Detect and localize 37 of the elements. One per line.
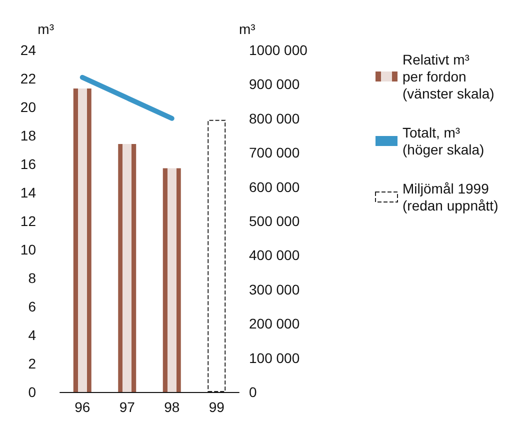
y-tick-label: 24 — [20, 42, 36, 58]
y-tick-label: 16 — [20, 156, 36, 172]
x-tick-label: 99 — [208, 399, 225, 415]
y2-tick-label: 900 000 — [249, 76, 300, 92]
y-tick-label: 2 — [28, 356, 36, 372]
legend-label: Miljömål 1999 (redan uppnått) — [402, 180, 498, 214]
y-tick-label: 18 — [20, 128, 36, 144]
y-axis-title: m³ — [38, 21, 54, 37]
y2-axis-title: m³ — [239, 21, 256, 37]
y-tick-label: 22 — [20, 70, 36, 86]
y2-tick-label: 500 000 — [249, 213, 300, 229]
y2-tick-label: 300 000 — [249, 281, 300, 298]
y-tick-label: 12 — [20, 213, 36, 229]
x-tick-label: 98 — [164, 399, 180, 415]
y2-tick-label: 0 — [249, 384, 257, 400]
y2-tick-label: 100 000 — [249, 350, 300, 366]
legend-label: Relativt m³ per fordon (vänster skala) — [402, 52, 494, 102]
y2-tick-label: 800 000 — [249, 110, 300, 126]
y2-tick-label: 400 000 — [249, 247, 300, 264]
y2-tick-label: 1000 000 — [249, 42, 308, 58]
bar — [118, 144, 136, 392]
bar — [162, 168, 181, 392]
y-tick-label: 14 — [20, 184, 36, 200]
y-tick-label: 4 — [28, 327, 36, 343]
y2-tick-label: 600 000 — [249, 178, 300, 195]
y-tick-label: 0 — [28, 384, 36, 400]
x-tick-label: 97 — [119, 399, 136, 415]
y-tick-label: 10 — [20, 242, 36, 258]
y-tick-label: 6 — [28, 298, 36, 314]
y2-tick-label: 700 000 — [249, 144, 300, 161]
y-tick-label: 20 — [20, 99, 36, 115]
x-tick-label: 96 — [74, 399, 90, 415]
bar — [73, 88, 92, 392]
y2-tick-label: 200 000 — [249, 316, 300, 332]
legend-label: Totalt, m³ (höger skala) — [402, 124, 484, 158]
bar — [208, 120, 226, 392]
y-tick-label: 8 — [28, 270, 36, 286]
